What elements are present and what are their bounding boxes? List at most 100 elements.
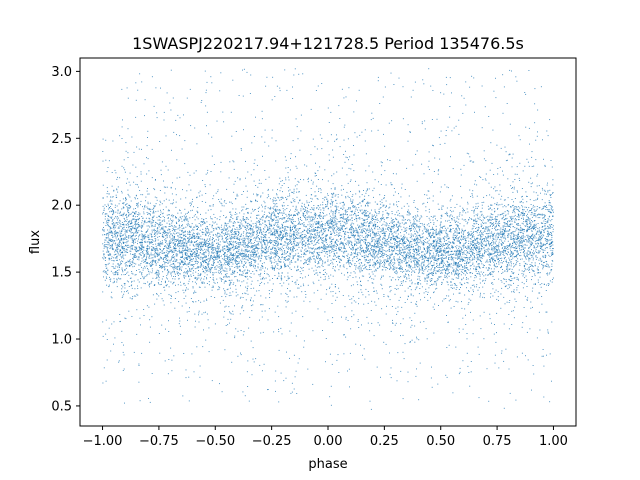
data-point (320, 258, 322, 260)
data-point (202, 260, 204, 262)
data-point (410, 254, 412, 256)
data-point (328, 277, 330, 279)
data-point (257, 248, 259, 250)
data-point (272, 246, 274, 248)
data-point (405, 222, 407, 224)
data-point (289, 195, 291, 197)
data-point (263, 363, 265, 365)
data-point (420, 263, 422, 265)
data-point (140, 324, 141, 326)
data-point (407, 371, 409, 373)
data-point (230, 213, 232, 215)
data-point (232, 228, 233, 230)
data-point (239, 239, 240, 241)
data-point (212, 221, 214, 223)
data-point (257, 252, 259, 254)
data-point (290, 157, 291, 159)
data-point (199, 242, 201, 244)
data-point (356, 204, 358, 205)
data-point (467, 282, 469, 284)
data-point (518, 292, 520, 294)
data-point (539, 231, 541, 233)
data-point (203, 271, 205, 273)
data-point (447, 284, 449, 286)
data-point (486, 230, 488, 232)
data-point (185, 289, 187, 291)
data-point (482, 228, 484, 229)
data-point (439, 267, 441, 269)
data-point (293, 243, 295, 245)
data-point (501, 251, 503, 253)
data-point (424, 269, 426, 271)
data-point (106, 244, 108, 245)
data-point (125, 221, 127, 222)
data-point (379, 261, 381, 263)
data-point (458, 262, 459, 264)
data-point (515, 263, 517, 265)
data-point (232, 247, 234, 249)
data-point (117, 222, 118, 224)
data-point (456, 230, 458, 232)
data-point (331, 234, 332, 235)
data-point (523, 273, 525, 275)
data-point (346, 221, 348, 223)
data-point (295, 225, 297, 227)
data-point (160, 169, 162, 171)
data-point (114, 227, 116, 229)
data-point (407, 257, 409, 259)
data-point (522, 217, 524, 219)
data-point (171, 241, 173, 243)
data-point (346, 279, 348, 281)
data-point (132, 241, 134, 243)
data-point (109, 238, 111, 240)
data-point (501, 352, 503, 354)
data-point (218, 254, 220, 256)
data-point (294, 215, 296, 216)
data-point (240, 148, 242, 149)
data-point (260, 232, 262, 234)
data-point (323, 269, 324, 271)
data-point (246, 225, 248, 227)
data-point (222, 238, 224, 240)
data-point (522, 211, 524, 213)
data-point (227, 276, 229, 278)
data-point (545, 311, 547, 313)
data-point (173, 238, 175, 240)
data-point (116, 281, 118, 283)
data-point (135, 220, 137, 222)
data-point (199, 266, 201, 268)
data-point (340, 259, 342, 261)
data-point (418, 269, 420, 271)
data-point (458, 215, 460, 217)
data-point (348, 258, 350, 260)
data-point (270, 251, 272, 253)
data-point (225, 228, 226, 230)
data-point (189, 259, 191, 261)
data-point (523, 283, 525, 285)
data-point (254, 236, 256, 238)
data-point (507, 245, 508, 247)
data-point (499, 258, 501, 259)
data-point (451, 215, 453, 217)
data-point (213, 286, 214, 288)
data-point (371, 220, 373, 221)
data-point (106, 171, 108, 173)
data-point (260, 267, 262, 269)
data-point (319, 224, 321, 226)
data-point (343, 218, 345, 220)
data-point (363, 219, 365, 221)
data-point (233, 232, 235, 234)
data-point (451, 256, 453, 258)
data-point (332, 211, 334, 213)
data-point (265, 277, 267, 279)
data-point (437, 203, 439, 205)
data-point (323, 279, 325, 281)
data-point (143, 208, 145, 210)
data-point (138, 224, 140, 226)
data-point (380, 219, 382, 221)
data-point (109, 279, 111, 281)
data-point (245, 244, 246, 246)
data-point (432, 219, 434, 221)
data-point (154, 230, 156, 232)
data-point (148, 235, 150, 237)
